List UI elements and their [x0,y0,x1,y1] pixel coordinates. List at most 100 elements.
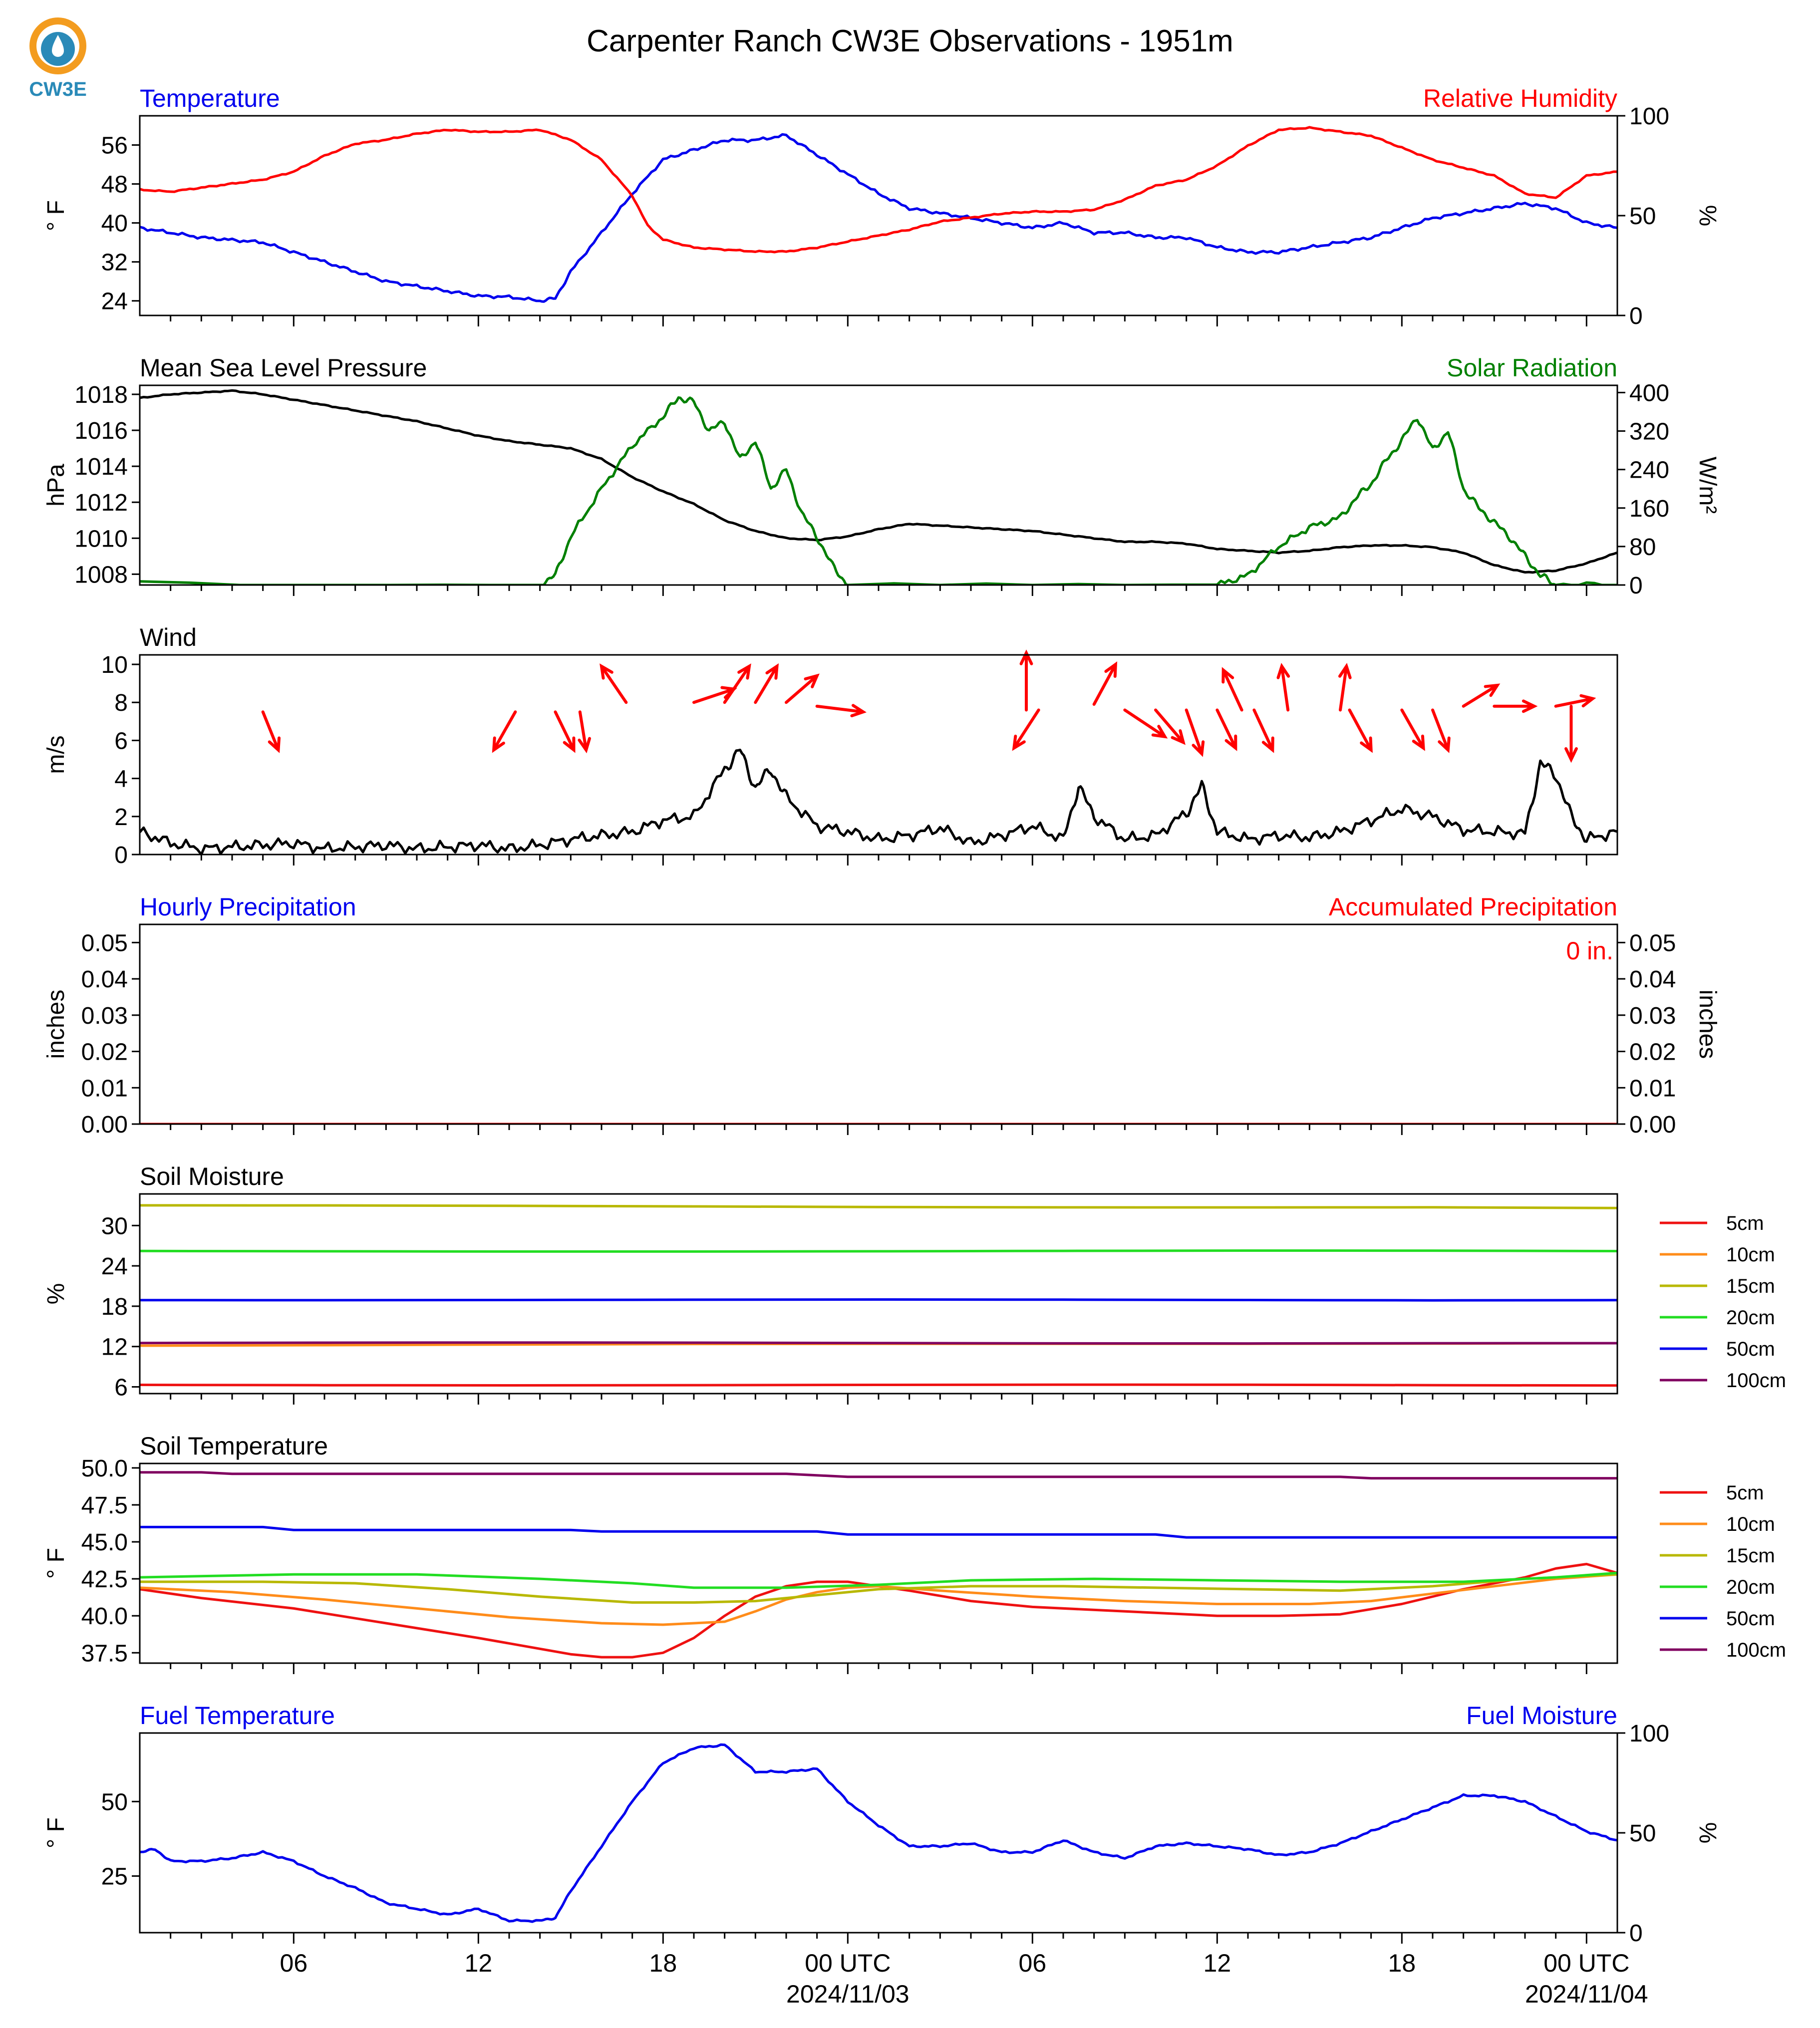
y-tick-label: 1014 [74,454,128,480]
y-right-tick-label: 0.05 [1629,930,1676,956]
legend-label: 15cm [1726,1545,1775,1567]
legend-label: 15cm [1726,1275,1775,1297]
y-tick-label: 10 [101,652,128,678]
y-tick-label: 0.05 [81,930,128,956]
y-tick-label: 8 [114,690,128,716]
y-axis-label: % [43,1283,69,1305]
y-tick-label: 1012 [74,490,128,516]
x-tick-label: 12 [1204,1949,1231,1977]
wind-arrow [1215,708,1237,751]
wind-arrow [1276,663,1290,712]
y-tick-label: 24 [101,289,128,315]
panel-soil_moisture: Soil Moisture 6 12 18 24 30% 5cm 10cm 15cm 20cm 50… [43,1162,1786,1405]
y-right-tick-label: 0.03 [1629,1003,1676,1029]
wind-arrow [1564,704,1578,763]
y-right-tick-label: 0 [1629,573,1643,599]
panel-frame [139,1462,1618,1664]
series-line-20cm [140,1571,1617,1589]
figure-title: Carpenter Ranch CW3E Observations - 1951… [587,24,1233,58]
y-tick-label: 18 [101,1294,128,1320]
y-tick-label: 2 [114,804,128,831]
y-tick-label: 42.5 [81,1566,128,1593]
y-tick-label: 0.01 [81,1075,128,1102]
wind-arrow [1019,649,1033,712]
logo-text: CW3E [29,78,87,100]
series-group [140,748,1617,855]
panel-frame [139,384,1618,586]
series-line-15cm [140,1573,1617,1604]
legend-label: 10cm [1726,1244,1775,1266]
series-line-wind [140,748,1617,855]
series-line-100cm [140,1341,1617,1345]
y-tick-label: 50 [101,1789,128,1815]
wind-arrow [1185,708,1205,757]
series-group [140,1204,1617,1387]
y-tick-label: 4 [114,766,128,793]
y-tick-label: 50.0 [81,1455,128,1482]
panel-title-right: Accumulated Precipitation [1329,893,1617,921]
series-line-temperature [140,133,1617,303]
series-line-5cm [140,1563,1617,1659]
series-line-20cm [140,1249,1617,1253]
y-right-axis-label: inches [1694,990,1721,1059]
wind-arrow [785,673,820,704]
legend-label: 100cm [1726,1639,1786,1661]
logo-droplet-icon [52,35,64,57]
legend-label: 100cm [1726,1370,1786,1392]
panel-title: Temperature [140,84,280,112]
wind-arrows [261,649,1596,763]
panel-title-right: Fuel Moisture [1466,1702,1617,1730]
series-line-10cm [140,1573,1617,1626]
y-tick-label: 0.02 [81,1039,128,1066]
y-tick-label: 56 [101,133,128,159]
y-right-tick-label: 50 [1629,203,1656,230]
wind-arrow [1092,661,1118,706]
y-tick-label: 48 [101,172,128,198]
panel-title-right: Solar Radiation [1447,354,1617,382]
x-date-label: 2024/11/03 [786,1980,910,2008]
y-right-tick-label: 0.01 [1629,1075,1676,1102]
y-right-tick-label: 320 [1629,419,1669,445]
wind-arrow [1012,708,1040,751]
y-right-tick-label: 100 [1629,103,1669,130]
panel-precip: Hourly Precipitation Accumulated Precipit… [43,893,1721,1138]
x-date-label: 2024/11/04 [1525,1980,1648,2008]
series-group [140,1743,1617,1923]
wind-arrow [492,710,517,753]
series-line-50cm [140,1525,1617,1539]
wind-arrow [723,663,751,704]
wind-arrow [1493,699,1538,713]
wind-arrow [1431,708,1451,753]
panel-soil_temp: Soil Temperature 37.5 40.0 42.5 45.0 47.5 50.0… [43,1432,1786,1674]
y-right-tick-label: 0.04 [1629,966,1676,993]
panel-fuel: Fuel Temperature Fuel Moisture 25 50 ° F 0 50 1… [43,1702,1721,1947]
y-axis-label: m/s [43,735,69,774]
panel-title: Wind [140,623,197,651]
series-line-mean-sea-level-pressure [140,389,1617,574]
y-right-axis-label: % [1694,205,1721,227]
logo-sun-icon [29,17,86,74]
y-right-axis-label: % [1694,1822,1721,1844]
y-tick-label: 1008 [74,562,128,588]
legend-label: 5cm [1726,1212,1764,1234]
y-tick-label: 40 [101,211,128,237]
y-tick-label: 6 [114,728,128,754]
wind-arrow [578,710,592,754]
y-tick-label: 32 [101,250,128,276]
x-tick-label: 18 [1388,1949,1416,1977]
panel-frame [139,1732,1618,1934]
x-tick-label: 00 UTC [1543,1949,1629,1977]
y-tick-label: 0.00 [81,1112,128,1138]
series-line-relative-humidity [140,126,1617,254]
y-tick-label: 45.0 [81,1529,128,1556]
y-right-tick-label: 0 [1629,1920,1643,1947]
wind-arrow [1338,663,1352,712]
legend-label: 10cm [1726,1513,1775,1535]
series-line-solar-radiation [140,396,1617,585]
y-tick-label: 1016 [74,418,128,444]
wind-arrow [754,663,779,704]
y-tick-label: 25 [101,1864,128,1890]
y-tick-label: 0 [114,842,128,869]
wind-arrow [1252,708,1274,753]
